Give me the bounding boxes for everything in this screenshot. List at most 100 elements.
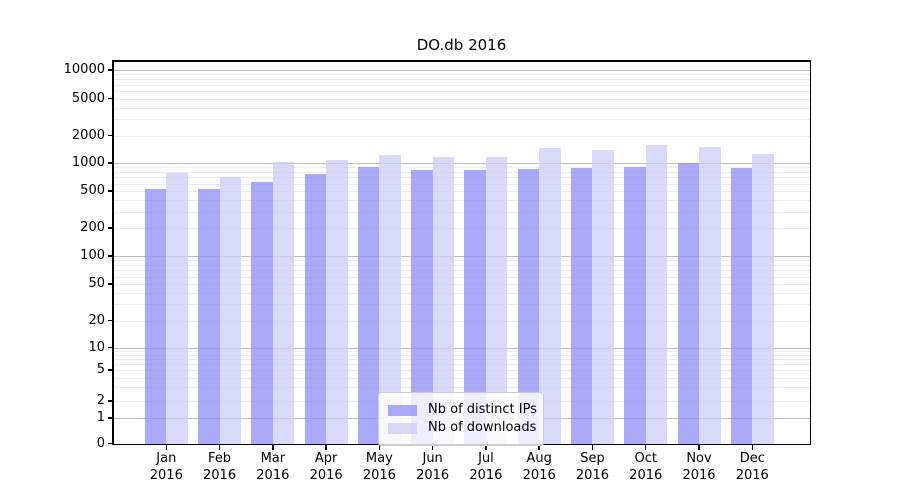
minor-gridline	[113, 270, 810, 272]
y-tick	[107, 442, 113, 445]
top-spine	[112, 60, 811, 62]
x-tick	[698, 445, 700, 450]
minor-gridline	[113, 172, 810, 173]
legend: Nb of distinct IPs Nb of downloads	[378, 392, 544, 446]
x-tick	[378, 445, 381, 450]
y-tick	[107, 227, 113, 229]
x-tick	[751, 445, 754, 450]
x-tick	[485, 445, 487, 450]
y-tick-label: 500	[80, 183, 105, 198]
bar-distinct-ips-sep	[570, 167, 593, 444]
bar-distinct-ips-jun	[411, 169, 433, 444]
minor-gridline	[113, 377, 810, 379]
minor-gridline	[113, 91, 810, 92]
bar-downloads-jan	[166, 173, 188, 444]
x-tick	[538, 445, 540, 450]
y-tick	[107, 190, 113, 192]
minor-gridline	[113, 191, 810, 192]
minor-gridline	[113, 119, 810, 121]
minor-gridline	[113, 292, 810, 294]
x-tick-label-nov: Nov 2016	[682, 451, 716, 483]
bar-distinct-ips-feb	[198, 189, 220, 444]
minor-gridline	[113, 84, 810, 86]
minor-gridline	[113, 320, 810, 322]
y-tick-label: 200	[80, 220, 105, 235]
x-tick-label-jan: Jan 2016	[149, 451, 183, 483]
minor-gridline	[113, 107, 810, 109]
minor-gridline	[113, 370, 810, 371]
x-tick-label-mar: Mar 2016	[256, 451, 290, 483]
x-tick	[644, 445, 647, 450]
x-tick	[325, 445, 327, 450]
y-tick-label: 1000	[71, 155, 105, 170]
bar-downloads-sep	[592, 150, 614, 444]
y-tick	[107, 97, 113, 100]
major-gridline	[113, 163, 810, 164]
bar-distinct-ips-nov	[677, 163, 699, 444]
y-tick	[107, 162, 113, 164]
y-tick	[107, 134, 113, 137]
minor-gridline	[113, 228, 810, 229]
minor-gridline	[113, 364, 810, 366]
x-tick-label-may: May 2016	[362, 451, 396, 483]
y-tick-label: 2000	[71, 127, 105, 143]
bar-distinct-ips-aug	[517, 169, 540, 444]
major-gridline	[113, 70, 810, 71]
bar-downloads-nov	[699, 147, 721, 444]
bar-downloads-dec	[752, 154, 774, 444]
x-tick	[431, 445, 434, 450]
y-tick	[107, 69, 113, 71]
left-spine-y-axis	[112, 60, 114, 445]
y-tick	[107, 346, 113, 349]
y-tick	[107, 400, 113, 402]
x-tick-label-apr: Apr 2016	[309, 451, 343, 483]
bar-downloads-jun	[432, 157, 455, 444]
legend-label-distinct-ips: Nb of distinct IPs	[428, 402, 537, 417]
legend-swatch-downloads	[388, 422, 417, 434]
bar-downloads-oct	[645, 145, 668, 444]
x-tick-label-jul: Jul 2016	[469, 451, 503, 483]
x-tick	[165, 445, 168, 450]
minor-gridline	[113, 276, 810, 278]
y-tick-label: 5000	[71, 90, 105, 106]
x-tick-label-feb: Feb 2016	[203, 451, 237, 483]
y-tick-label: 100	[80, 248, 105, 263]
minor-gridline	[113, 265, 810, 266]
minor-gridline	[113, 284, 810, 285]
bar-distinct-ips-oct	[624, 166, 646, 444]
minor-gridline	[113, 350, 810, 352]
y-tick	[107, 319, 113, 322]
x-tick-label-dec: Dec 2016	[735, 451, 769, 483]
x-tick	[218, 445, 221, 450]
minor-gridline	[113, 167, 810, 169]
minor-gridline	[113, 135, 810, 137]
minor-gridline	[113, 79, 810, 81]
y-tick-label: 10000	[63, 62, 105, 77]
bar-downloads-mar	[272, 161, 295, 444]
y-tick-label: 0	[96, 435, 105, 451]
minor-gridline	[113, 74, 810, 76]
major-gridline	[113, 347, 810, 349]
bar-downloads-jul	[485, 156, 508, 444]
x-tick-label-jun: Jun 2016	[416, 451, 450, 483]
y-tick	[107, 417, 113, 419]
minor-gridline	[113, 304, 810, 306]
legend-label-downloads: Nb of downloads	[428, 420, 537, 435]
minor-gridline	[113, 260, 810, 262]
y-tick-label: 10	[88, 339, 105, 355]
bar-distinct-ips-apr	[304, 174, 327, 444]
bar-distinct-ips-mar	[251, 182, 273, 444]
minor-gridline	[113, 211, 810, 213]
y-tick-label: 2	[96, 393, 105, 408]
y-tick	[107, 369, 113, 371]
bar-distinct-ips-may	[357, 167, 380, 444]
y-tick-label: 1	[96, 410, 105, 425]
minor-gridline	[113, 98, 810, 100]
major-gridline	[113, 256, 810, 257]
minor-gridline	[113, 359, 810, 361]
minor-gridline	[113, 177, 810, 179]
bar-distinct-ips-dec	[730, 168, 753, 444]
plot-area	[113, 61, 810, 444]
legend-item-distinct-ips: Nb of distinct IPs	[388, 402, 537, 418]
